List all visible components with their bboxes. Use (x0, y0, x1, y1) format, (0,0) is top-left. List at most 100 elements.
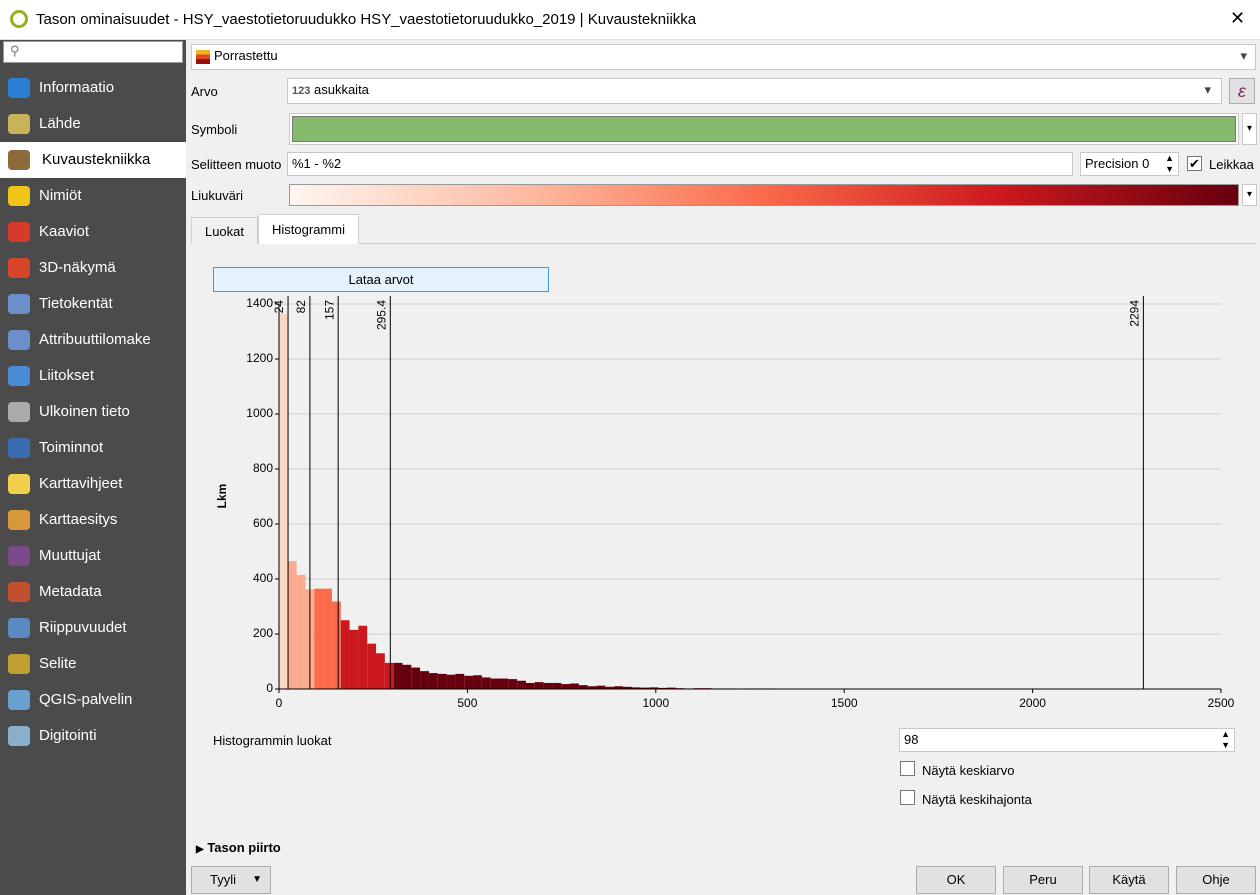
sidebar-icon (8, 618, 30, 638)
precision[interactable]: Precision 0 ▲ ▼ (1080, 152, 1179, 176)
sidebar-label: Lähde (39, 115, 81, 132)
sidebar-label: Kaaviot (39, 223, 90, 240)
sidebar-item[interactable]: Liitokset (0, 358, 186, 394)
sidebar-icon (8, 330, 30, 350)
renderer-select[interactable]: Porrastettu ▾ (191, 44, 1256, 70)
mean-checkbox[interactable] (900, 761, 915, 776)
sidebar-item[interactable]: Riippuvuudet (0, 610, 186, 646)
bar (296, 574, 306, 689)
bar (578, 685, 588, 689)
bar (543, 682, 553, 689)
field-type: 123 (292, 85, 311, 97)
sidebar-label: Ulkoinen tieto (39, 403, 130, 420)
ramp-menu[interactable]: ▾ (1242, 184, 1257, 206)
tab-line (191, 243, 1256, 244)
dialog-button[interactable]: Käytä (1089, 866, 1169, 894)
sidebar-item[interactable]: Karttavihjeet (0, 466, 186, 502)
sidebar-item[interactable]: Karttaesitys (0, 502, 186, 538)
bar (420, 671, 429, 689)
bar (331, 601, 341, 689)
sidebar-item[interactable]: Kuvaustekniikka (0, 142, 186, 178)
stddev-checkbox[interactable] (900, 790, 915, 805)
bar (631, 687, 641, 689)
sidebar-item[interactable]: Digitointi (0, 718, 186, 754)
dialog-button[interactable]: OK (916, 866, 996, 894)
bar (349, 629, 359, 689)
sidebar-item[interactable]: Ulkoinen tieto (0, 394, 186, 430)
sidebar-item[interactable]: Tietokentät (0, 286, 186, 322)
section-title: Tason piirto (207, 840, 281, 855)
x-tick-label: 0 (276, 696, 283, 710)
bar (402, 664, 412, 689)
bar (614, 686, 623, 689)
y-axis-label: Lkm (215, 484, 229, 509)
value-field[interactable]: 123 asukkaita ▾ (287, 78, 1222, 104)
sidebar-label: Attribuuttilomake (39, 331, 151, 348)
bar (490, 678, 500, 689)
bar (314, 588, 324, 689)
sidebar-item[interactable]: Nimiöt (0, 178, 186, 214)
sidebar-label: Digitointi (39, 727, 97, 744)
symbol-button[interactable] (289, 113, 1239, 145)
y-tick-label: 200 (253, 626, 273, 640)
sidebar-label: QGIS-palvelin (39, 691, 133, 708)
sidebar-label: Toiminnot (39, 439, 104, 456)
dialog-button[interactable]: Ohje (1176, 866, 1256, 894)
bar (534, 682, 544, 689)
style-button[interactable]: Tyyli ▼ (191, 866, 271, 894)
label: Histogrammin luokat (213, 733, 332, 748)
sidebar-item[interactable]: Muuttujat (0, 538, 186, 574)
sidebar-item[interactable]: Toiminnot (0, 430, 186, 466)
label: Selitteen muoto (191, 157, 282, 172)
legend-format[interactable]: %1 - %2 (287, 152, 1073, 176)
bar (517, 680, 526, 689)
sidebar-item[interactable]: Informaatio (0, 70, 186, 106)
dialog-button[interactable]: Peru (1003, 866, 1083, 894)
class-break-label: 157 (322, 300, 336, 320)
bar (596, 685, 606, 689)
bar (481, 677, 491, 689)
sidebar-icon (8, 258, 30, 278)
expression-button[interactable]: ε (1229, 78, 1255, 104)
sidebar-icon (8, 582, 30, 602)
sidebar-item[interactable]: Metadata (0, 574, 186, 610)
bar (376, 653, 385, 689)
bar (323, 588, 332, 689)
style-text: Tyyli (210, 872, 236, 887)
bar (570, 683, 579, 689)
x-tick-label: 2000 (1019, 696, 1046, 710)
sidebar-label: Tietokentät (39, 295, 113, 312)
y-tick-label: 0 (266, 681, 273, 695)
bins-count[interactable]: 98 ▲ ▼ (899, 728, 1235, 752)
bins-count-text: 98 (904, 732, 919, 747)
sidebar-label: Karttaesitys (39, 511, 118, 528)
sidebar-label: Liitokset (39, 367, 95, 384)
sidebar-item[interactable]: Kaaviot (0, 214, 186, 250)
bar (428, 673, 438, 689)
sidebar-item[interactable]: Selite (0, 646, 186, 682)
y-tick-label: 600 (253, 516, 273, 530)
color-ramp[interactable] (289, 184, 1239, 206)
close-button[interactable]: ✕ (1230, 8, 1246, 28)
tab[interactable]: Luokat (191, 217, 258, 244)
window-title: Tason ominaisuudet - HSY_vaestotietoruud… (36, 11, 697, 28)
search-box[interactable]: ⚲ (3, 41, 183, 63)
sidebar-icon (8, 366, 30, 386)
sidebar-icon (8, 510, 30, 530)
tab[interactable]: Histogrammi (258, 214, 359, 244)
sidebar-label: Informaatio (39, 79, 115, 96)
symbol-menu[interactable]: ▾ (1242, 113, 1257, 145)
bar (561, 684, 571, 689)
bar (649, 687, 659, 689)
sidebar-item[interactable]: QGIS-palvelin (0, 682, 186, 718)
section-header[interactable]: ▶ Tason piirto (196, 840, 281, 855)
sidebar-icon (8, 114, 30, 134)
load-button[interactable]: Lataa arvot (213, 267, 549, 292)
bar (446, 674, 456, 689)
sidebar-item[interactable]: 3D-näkymä (0, 250, 186, 286)
trim-checkbox[interactable]: ✔ (1187, 156, 1202, 171)
sidebar-item[interactable]: Lähde (0, 106, 186, 142)
sidebar-item[interactable]: Attribuuttilomake (0, 322, 186, 358)
bar (640, 687, 650, 689)
bar (464, 675, 474, 689)
